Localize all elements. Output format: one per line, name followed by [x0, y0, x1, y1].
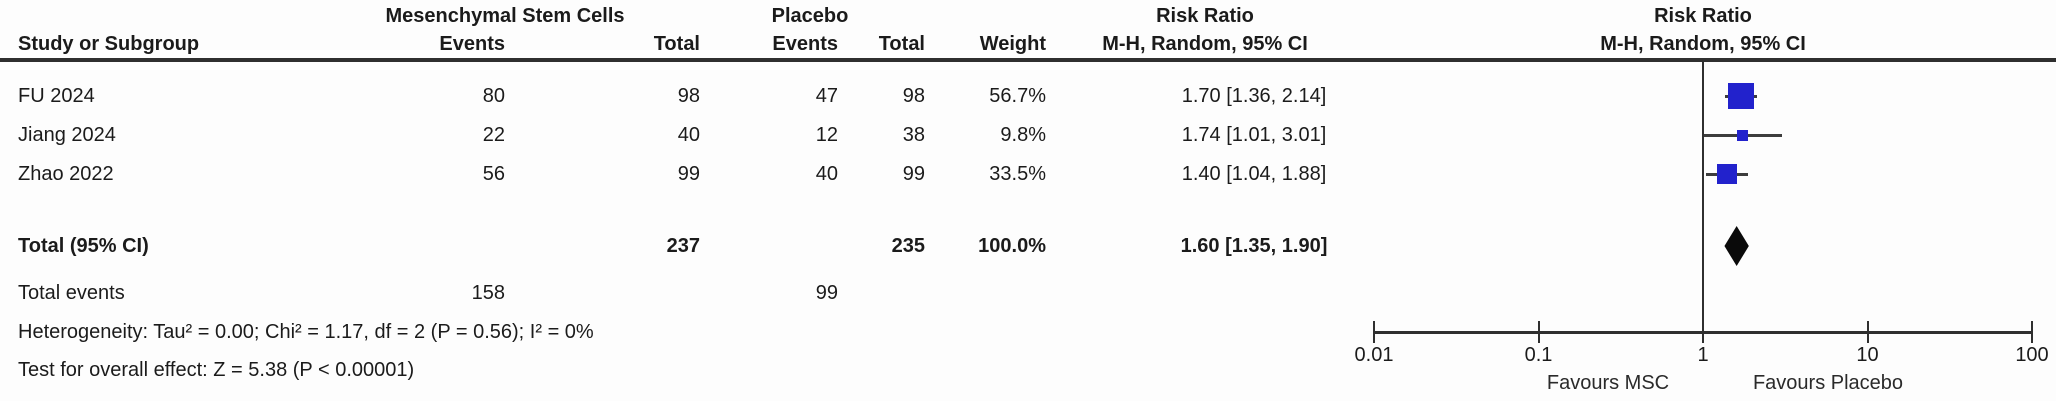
group1-events-value: 56: [482, 163, 505, 185]
col-group1-total: Total: [653, 33, 700, 55]
group1-total-value: 99: [677, 163, 700, 185]
col-study-or-subgroup: Study or Subgroup: [18, 33, 200, 55]
risk-ratio-header-plot: Risk Ratio: [1654, 5, 1752, 27]
header-divider: [0, 58, 2056, 62]
group2-grand-total: 235: [891, 235, 925, 257]
risk-ratio-header-table: Risk Ratio: [1156, 5, 1254, 27]
overall-effect-row: Test for overall effect: Z = 5.38 (P < 0…: [0, 357, 2056, 383]
x-axis-tick-label: 0.01: [1354, 344, 1394, 366]
col-weight: Weight: [979, 33, 1046, 55]
heterogeneity-text: Heterogeneity: Tau² = 0.00; Chi² = 1.17,…: [18, 321, 594, 343]
group2-total-value: 38: [902, 124, 925, 146]
group2-total-events: 99: [815, 282, 838, 304]
group1-total-events: 158: [471, 282, 505, 304]
x-axis-tick: [1866, 321, 1869, 343]
x-axis-tick-label: 1: [1697, 344, 1709, 366]
group1-total-value: 98: [677, 85, 700, 107]
pooled-estimate-diamond: [1724, 226, 1749, 266]
col-method-plot: M-H, Random, 95% CI: [1600, 33, 1806, 55]
study-row: Zhao 2022 56 99 40 99 33.5% 1.40 [1.04, …: [0, 161, 2056, 187]
col-group2-events: Events: [772, 33, 838, 55]
favours-left-label: Favours MSC: [1546, 372, 1670, 394]
group2-header: Placebo: [771, 5, 849, 27]
group2-total-value: 99: [902, 163, 925, 185]
group2-total-value: 98: [902, 85, 925, 107]
col-group2-total: Total: [878, 33, 925, 55]
ci-text: 1.70 [1.36, 2.14]: [1181, 85, 1327, 107]
study-row: Jiang 2024 22 40 12 38 9.8% 1.74 [1.01, …: [0, 122, 2056, 148]
x-axis-tick: [2031, 321, 2033, 343]
x-axis-tick-label: 10: [1856, 344, 1879, 366]
x-axis-tick: [1537, 321, 1540, 343]
x-axis-tick-label: 0.1: [1524, 344, 1553, 366]
study-name: FU 2024: [18, 85, 95, 107]
weight-value: 33.5%: [989, 163, 1046, 185]
x-axis-tick: [1373, 321, 1375, 343]
pooled-ci-text: 1.60 [1.35, 1.90]: [1180, 235, 1328, 257]
study-row: FU 2024 80 98 47 98 56.7% 1.70 [1.36, 2.…: [0, 83, 2056, 109]
group1-events-value: 22: [482, 124, 505, 146]
weight-value: 56.7%: [989, 85, 1046, 107]
group1-grand-total: 237: [666, 235, 700, 257]
study-name: Zhao 2022: [18, 163, 114, 185]
study-name: Jiang 2024: [18, 124, 116, 146]
group2-events-value: 40: [815, 163, 838, 185]
total-weight: 100.0%: [978, 235, 1046, 257]
study-point-estimate-square: [1727, 83, 1754, 109]
null-effect-line: [1702, 62, 1704, 334]
ci-text: 1.74 [1.01, 3.01]: [1181, 124, 1327, 146]
group-header-row: Mesenchymal Stem Cells Placebo Risk Rati…: [0, 3, 2056, 29]
x-axis-tick: [1702, 321, 1704, 343]
total-label: Total (95% CI): [18, 235, 149, 257]
column-header-row: Study or Subgroup Events Total Events To…: [0, 31, 2056, 57]
group1-total-value: 40: [677, 124, 700, 146]
total-row: Total (95% CI) 237 235 100.0% 1.60 [1.35…: [0, 233, 2056, 259]
col-group1-events: Events: [439, 33, 505, 55]
total-events-label: Total events: [18, 282, 125, 304]
heterogeneity-row: Heterogeneity: Tau² = 0.00; Chi² = 1.17,…: [0, 319, 2056, 345]
ci-text: 1.40 [1.04, 1.88]: [1181, 163, 1327, 185]
study-point-estimate-square: [1717, 164, 1738, 184]
x-axis-tick-label: 100: [2015, 344, 2049, 366]
study-point-estimate-square: [1737, 129, 1749, 141]
overall-effect-text: Test for overall effect: Z = 5.38 (P < 0…: [18, 359, 415, 381]
group1-header: Mesenchymal Stem Cells: [385, 5, 625, 27]
group2-events-value: 47: [815, 85, 838, 107]
group1-events-value: 80: [482, 85, 505, 107]
favours-right-label: Favours Placebo: [1752, 372, 1904, 394]
group2-events-value: 12: [815, 124, 838, 146]
weight-value: 9.8%: [1000, 124, 1046, 146]
total-events-row: Total events 158 99: [0, 280, 2056, 306]
col-method-table: M-H, Random, 95% CI: [1102, 33, 1308, 55]
